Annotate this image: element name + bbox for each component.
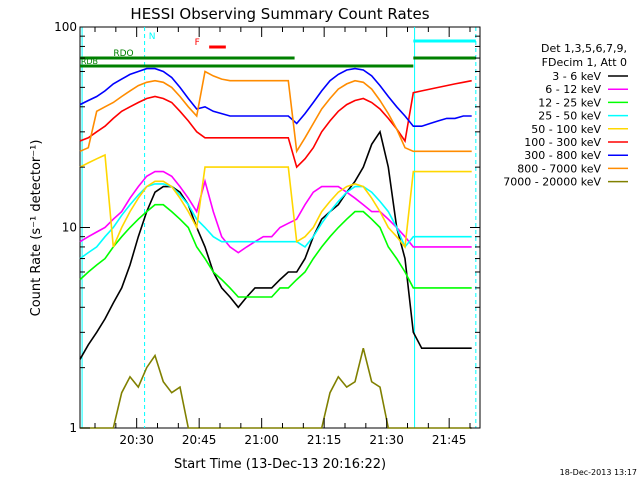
- series-line-9: [80, 348, 472, 429]
- x-tick-label-5: 21:30: [369, 433, 404, 447]
- x-axis-ticks: 20:30 20:45 21:00 21:15 21:30 21:45: [94, 27, 471, 447]
- plot-area: N F RDO RDB 1 10 100 20:30 20:45 21:00 21:15 21:3…: [54, 20, 481, 447]
- flag-label-rdo: RDO: [113, 49, 133, 59]
- x-tick-label-6: 21:45: [432, 433, 467, 447]
- legend-label-6: 100 - 300 keV: [524, 136, 601, 149]
- flag-label-rdb: RDB: [81, 57, 98, 66]
- legend-label-4: 25 - 50 keV: [538, 110, 601, 123]
- legend-label-8: 800 - 7000 keV: [517, 162, 601, 175]
- y-tick-label-3: 100: [54, 20, 77, 34]
- series-line-1: [79, 129, 472, 360]
- y-tick-label-2: 10: [62, 221, 77, 235]
- flag-label-n: N: [149, 32, 156, 42]
- x-tick-label-3: 21:00: [244, 433, 279, 447]
- series-line-3: [79, 203, 472, 298]
- legend-label-7: 300 - 800 keV: [524, 149, 601, 162]
- x-axis-label: Start Time (13-Dec-13 20:16:22): [174, 457, 386, 472]
- y-axis-label: Count Rate (s⁻¹ detector⁻¹): [29, 140, 44, 317]
- y-axis-ticks: 1 10 100: [54, 20, 480, 435]
- legend-label-1: 3 - 6 keV: [552, 70, 601, 83]
- flag-label-f: F: [195, 38, 200, 48]
- y-tick-label-1: 1: [69, 421, 77, 435]
- footer-timestamp: 18-Dec-2013 13:17: [560, 468, 637, 477]
- series-line-6: [79, 79, 472, 169]
- series-line-5: [79, 153, 472, 249]
- series-lines: [79, 67, 472, 429]
- legend: Det 1,3,5,6,7,9, FDecim 1, Att 0 3 - 6 k…: [503, 42, 628, 189]
- x-tick-label-4: 21:15: [307, 433, 342, 447]
- legend-label-9: 7000 - 20000 keV: [503, 176, 601, 189]
- legend-label-2: 6 - 12 keV: [545, 83, 601, 96]
- series-line-8: [79, 70, 472, 154]
- legend-header-line-2: FDecim 1, Att 0: [542, 56, 627, 69]
- legend-label-3: 12 - 25 keV: [538, 96, 601, 109]
- series-line-7: [79, 67, 472, 127]
- x-tick-label-1: 20:30: [119, 433, 154, 447]
- legend-label-5: 50 - 100 keV: [531, 123, 601, 136]
- flag-bars: N F RDO RDB: [80, 32, 476, 68]
- x-tick-label-2: 20:45: [182, 433, 217, 447]
- legend-header-line-1: Det 1,3,5,6,7,9,: [541, 42, 627, 55]
- chart-title: HESSI Observing Summary Count Rates: [130, 5, 429, 23]
